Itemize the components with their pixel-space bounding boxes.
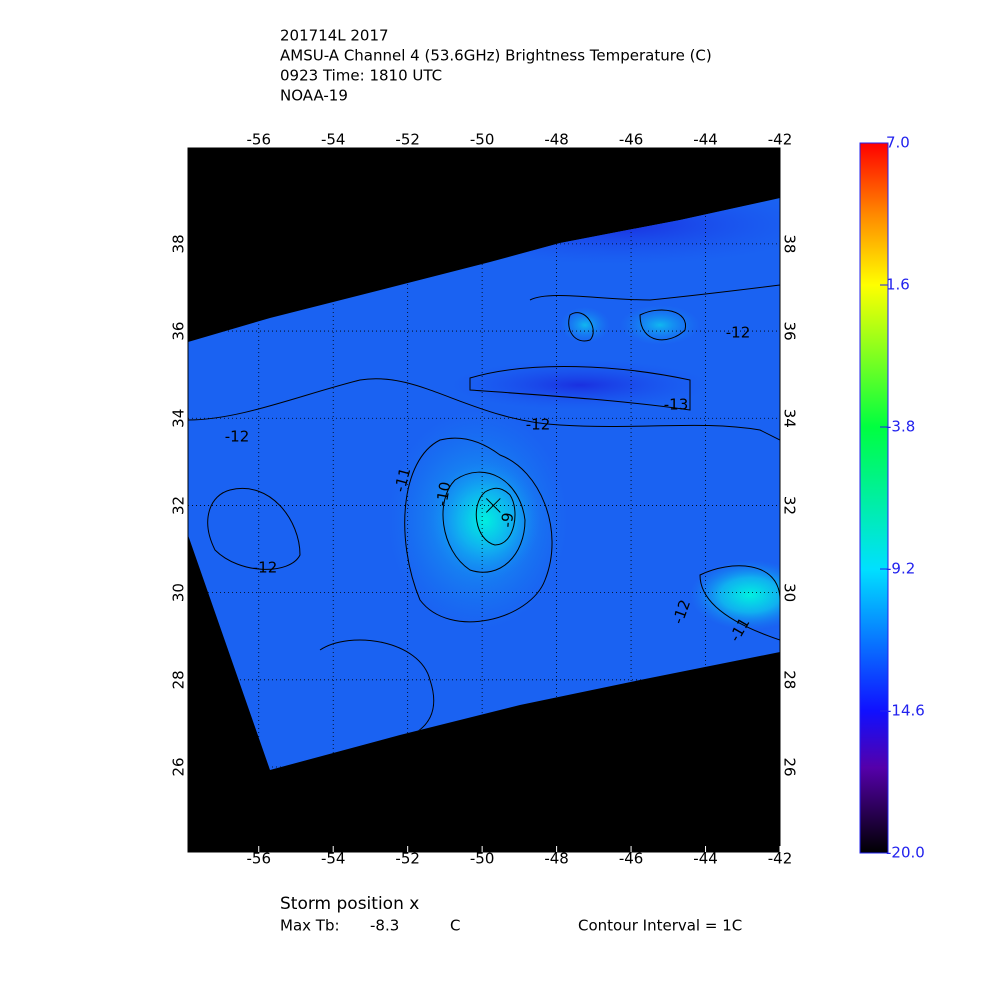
title-line: 201714L 2017 <box>280 27 389 45</box>
contour-labels: -12-12-13-12-11 -10-9-12-12-11 <box>225 324 754 645</box>
title-line: AMSU-A Channel 4 (53.6GHz) Brightness Te… <box>280 47 712 65</box>
y-tick-label: 28 <box>170 670 188 689</box>
contour-line <box>639 309 686 341</box>
y-tick-label: 38 <box>170 234 188 253</box>
y-tick-label: 30 <box>781 583 799 602</box>
x-tick-label: -42 <box>768 850 793 868</box>
y-tick-label: 34 <box>781 409 799 428</box>
title-line: NOAA-19 <box>280 87 348 105</box>
x-tick-label: -44 <box>693 131 718 149</box>
colorbar-ticks: 7.0 1.6 -3.8 -9.2 -14.6 -20.0 <box>880 134 925 862</box>
x-tick-label: -46 <box>619 850 644 868</box>
warm-area <box>620 305 700 345</box>
storm-position <box>485 498 501 513</box>
axes: -56 -56 -54 -54 -52 -52 -50 -50 -48 -48 -46 -46 -44 -… <box>170 131 799 868</box>
x-tick-label: -54 <box>321 850 346 868</box>
contour-line <box>319 639 435 741</box>
x-tick-label: -46 <box>619 131 644 149</box>
contour-line <box>568 312 594 342</box>
contour-label: -12 <box>253 559 278 577</box>
y-tick-label: 36 <box>170 322 188 341</box>
map-frame <box>187 147 781 853</box>
y-tick-label: 32 <box>170 496 188 515</box>
x-tick-label: -50 <box>470 131 495 149</box>
y-tick-label: 26 <box>781 757 799 776</box>
warm-area <box>560 307 610 343</box>
warm-area <box>690 560 780 630</box>
colorbar-tick-label: 7.0 <box>886 134 910 152</box>
max-tb-unit: C <box>450 917 460 935</box>
contour-line <box>469 366 691 411</box>
title: 201714L 2017 AMSU-A Channel 4 (53.6GHz) … <box>280 27 712 105</box>
contour-interval: Contour Interval = 1C <box>578 917 742 935</box>
x-tick-label: -56 <box>246 850 271 868</box>
contour-label: -9 <box>498 512 517 528</box>
y-tick-label: 26 <box>170 757 188 776</box>
contour-label: -11 <box>391 466 415 494</box>
colorbar-tick-label: -3.8 <box>886 418 915 436</box>
contour-label: -12 <box>225 428 250 446</box>
contour-line <box>529 284 780 301</box>
colorbar-tick-label: 1.6 <box>886 276 910 294</box>
warm-core <box>430 460 540 580</box>
contour-label: -12 <box>526 416 551 434</box>
y-tick-label: 32 <box>781 496 799 515</box>
contour-line <box>404 437 553 623</box>
footer: Storm position x Max Tb: -8.3 C Contour … <box>280 894 742 935</box>
x-tick-label: -42 <box>768 131 793 149</box>
contour-line <box>188 378 780 441</box>
x-tick-label: -54 <box>321 131 346 149</box>
contour-line <box>699 565 780 641</box>
x-tick-label: -56 <box>246 131 271 149</box>
storm-label: Storm position x <box>280 894 419 914</box>
x-tick-label: -52 <box>395 850 420 868</box>
colorbar-tick-label: -20.0 <box>886 844 925 862</box>
y-tick-label: 36 <box>781 322 799 341</box>
x-tick-label: -48 <box>544 131 569 149</box>
colorbar-tick-label: -14.6 <box>886 702 925 720</box>
max-tb-label: Max Tb: <box>280 917 340 935</box>
y-tick-label: 28 <box>781 670 799 689</box>
contour-label: -12 <box>726 324 751 342</box>
x-tick-label: -50 <box>470 850 495 868</box>
colorbar <box>859 142 889 854</box>
x-tick-label: -44 <box>693 850 718 868</box>
contour-line <box>442 471 526 573</box>
x-tick-label: -52 <box>395 131 420 149</box>
contour-label: -13 <box>664 396 689 414</box>
y-tick-label: 30 <box>170 583 188 602</box>
contour-line <box>475 487 516 546</box>
x-tick-label: -48 <box>544 850 569 868</box>
title-line: 0923 Time: 1810 UTC <box>280 67 442 85</box>
y-tick-label: 38 <box>781 234 799 253</box>
y-tick-label: 34 <box>170 409 188 428</box>
contour-label: -10 <box>433 480 455 507</box>
max-tb: -8.3 <box>370 917 399 935</box>
contour-line <box>207 488 301 570</box>
colorbar-tick-label: -9.2 <box>886 560 915 578</box>
